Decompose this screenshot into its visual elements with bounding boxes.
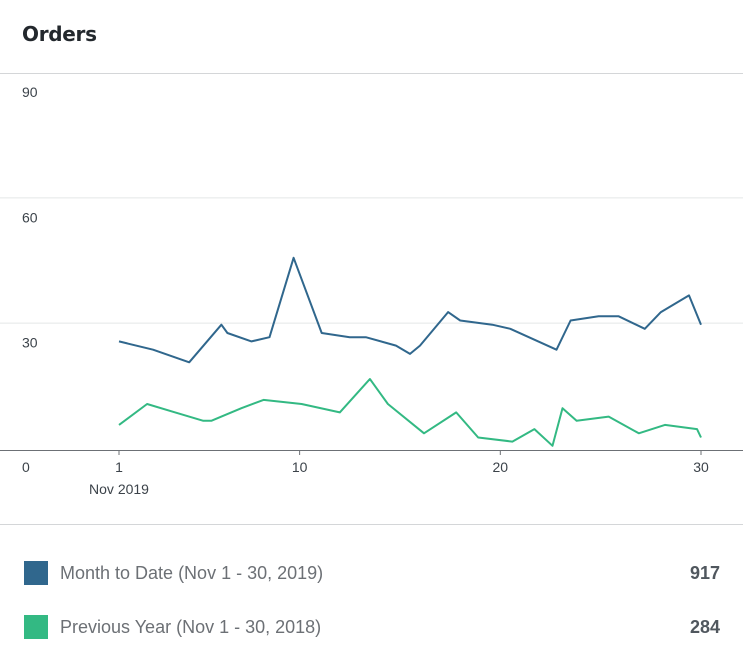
series-line-previous-year <box>118 378 702 447</box>
x-tick-label: 30 <box>693 459 709 475</box>
legend-item-month-to-date[interactable]: Month to Date (Nov 1 - 30, 2019) 917 <box>24 561 720 585</box>
x-tick-label: 10 <box>292 459 308 475</box>
series-lines <box>118 256 702 447</box>
legend-swatch-previous-year <box>24 615 48 639</box>
x-axis-ticks: 1 Nov 2019 10 20 30 <box>89 450 709 497</box>
orders-line-chart: 0 30 60 90 1 Nov 2019 10 20 30 <box>0 84 743 497</box>
legend-total-previous-year: 284 <box>689 616 720 637</box>
grid-lines <box>0 197 743 451</box>
x-tick-sublabel: Nov 2019 <box>89 481 149 497</box>
legend-total-month-to-date: 917 <box>689 562 720 583</box>
y-tick-label: 60 <box>22 209 38 225</box>
header-divider <box>0 73 743 74</box>
y-tick-label: 30 <box>22 335 38 351</box>
y-axis-ticks: 0 30 60 90 <box>22 84 38 475</box>
legend-divider <box>0 524 743 525</box>
legend-label-month-to-date: Month to Date (Nov 1 - 30, 2019) <box>60 562 324 583</box>
series-line-month-to-date <box>118 256 702 364</box>
x-tick-label: 20 <box>493 459 509 475</box>
legend-label-previous-year: Previous Year (Nov 1 - 30, 2018) <box>60 616 322 637</box>
y-tick-label: 90 <box>22 84 38 100</box>
card-title: Orders <box>22 22 97 46</box>
x-tick-label: 1 <box>115 459 123 475</box>
legend-item-previous-year[interactable]: Previous Year (Nov 1 - 30, 2018) 284 <box>24 615 720 639</box>
legend-swatch-month-to-date <box>24 561 48 585</box>
y-tick-label: 0 <box>22 459 30 475</box>
